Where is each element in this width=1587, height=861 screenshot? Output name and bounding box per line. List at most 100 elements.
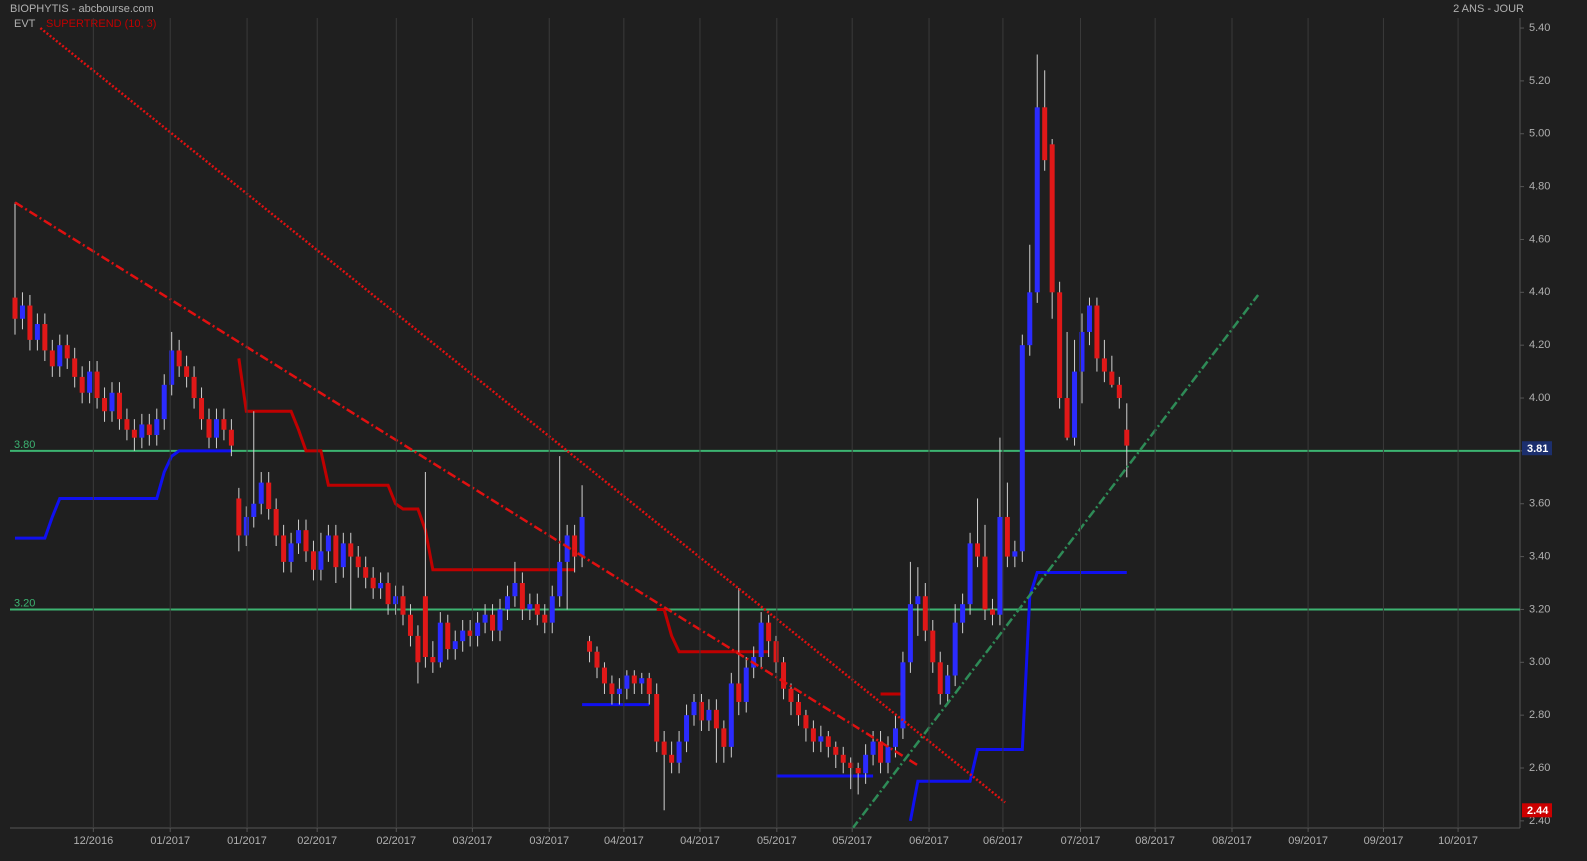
candle-body (340, 543, 346, 568)
candle-body (482, 614, 488, 623)
candle-body (1109, 371, 1115, 385)
candle-body (885, 746, 891, 763)
candle-body (333, 535, 339, 568)
candle-body (146, 424, 152, 436)
candle-body (490, 614, 496, 631)
candle-body (773, 641, 779, 663)
y-tick-label: 3.40 (1529, 550, 1550, 562)
candle-body (400, 596, 406, 615)
candle-body (646, 678, 652, 695)
supertrend-line (908, 570, 1127, 822)
candle-body (713, 709, 719, 729)
candle-body (1116, 384, 1122, 399)
candle-body (131, 429, 137, 438)
candle-body (601, 667, 607, 684)
y-tick-label: 4.20 (1529, 339, 1550, 351)
candle-body (184, 366, 190, 377)
chart-subtitle: 2 ANS - JOUR (1453, 3, 1524, 15)
candle-body (72, 358, 78, 377)
candle-body (818, 736, 824, 742)
y-tick-label: 4.60 (1529, 233, 1550, 245)
candle-body (975, 543, 981, 557)
y-tick-label: 2.40 (1529, 815, 1550, 827)
candle-body (1079, 331, 1085, 372)
candle-body (542, 614, 548, 623)
candle-body (922, 596, 928, 631)
candle-body (221, 419, 227, 430)
candle-body (624, 675, 630, 689)
x-tick-label: 02/2017 (297, 835, 337, 847)
x-tick-label: 03/2017 (453, 835, 493, 847)
chart-title: BIOPHYTIS - abcbourse.com (10, 3, 154, 15)
candle-body (1086, 305, 1092, 332)
candle-body (310, 551, 316, 570)
x-tick-label: 01/2017 (227, 835, 267, 847)
y-tick-label: 4.80 (1529, 181, 1550, 193)
candle-body (1064, 398, 1070, 438)
y-tick-label: 2.60 (1529, 762, 1550, 774)
candle-body (982, 556, 988, 610)
candle-body (930, 630, 936, 663)
candle-body (422, 596, 428, 658)
candle-body (504, 596, 510, 610)
supertrend-line (237, 358, 575, 572)
candle-body (228, 429, 234, 446)
candle-body (669, 754, 675, 763)
candle-body (989, 609, 995, 615)
candle-body (945, 675, 951, 695)
candle-body (855, 768, 861, 774)
candle-body (460, 630, 466, 642)
candle-body (900, 662, 906, 729)
candle-body (743, 667, 749, 702)
candle-body (116, 392, 122, 420)
candle-body (1124, 429, 1130, 446)
x-tick-label: 09/2017 (1364, 835, 1404, 847)
candle-body (199, 398, 205, 420)
candle-body (34, 324, 40, 340)
candle-body (1004, 516, 1010, 557)
candle-body (1049, 144, 1055, 293)
candle-body (781, 662, 787, 689)
candle-body (1019, 345, 1025, 552)
candle-body (437, 622, 443, 663)
candle-body (907, 604, 913, 663)
price-tag (1522, 803, 1552, 818)
candle-body (527, 604, 533, 610)
candle-body (296, 530, 302, 544)
indicator-label: SUPERTREND (10, 3) (46, 18, 156, 30)
candle-body (572, 535, 578, 557)
candle-body (997, 516, 1003, 615)
candle-body (124, 419, 130, 430)
x-tick-label: 06/2017 (909, 835, 949, 847)
x-tick-label: 08/2017 (1135, 835, 1175, 847)
price-tag (1522, 441, 1552, 456)
candle-body (795, 701, 801, 716)
candle-body (833, 746, 839, 755)
candle-body (878, 741, 884, 763)
candle-body (848, 762, 854, 769)
candle-body (594, 651, 600, 668)
x-tick-label: 05/2017 (832, 835, 872, 847)
candle-body (616, 688, 622, 695)
candle-body (534, 604, 540, 615)
level-label: 3.20 (14, 597, 35, 609)
candle-body (736, 683, 742, 702)
candle-body (325, 535, 331, 552)
candle-body (273, 509, 279, 536)
candle-body (415, 635, 421, 663)
candle-body (960, 604, 966, 623)
candle-body (154, 419, 160, 436)
candle-body (303, 530, 309, 552)
price-tag-label: 3.81 (1527, 443, 1548, 455)
candle-body (1027, 292, 1033, 346)
candle-body (363, 567, 369, 578)
candle-body (788, 688, 794, 702)
candle-body (892, 728, 898, 747)
candle-body (1042, 107, 1048, 161)
candle-body (564, 535, 570, 562)
candle-body (139, 424, 145, 438)
y-tick-label: 2.80 (1529, 709, 1550, 721)
x-tick-label: 02/2017 (376, 835, 416, 847)
